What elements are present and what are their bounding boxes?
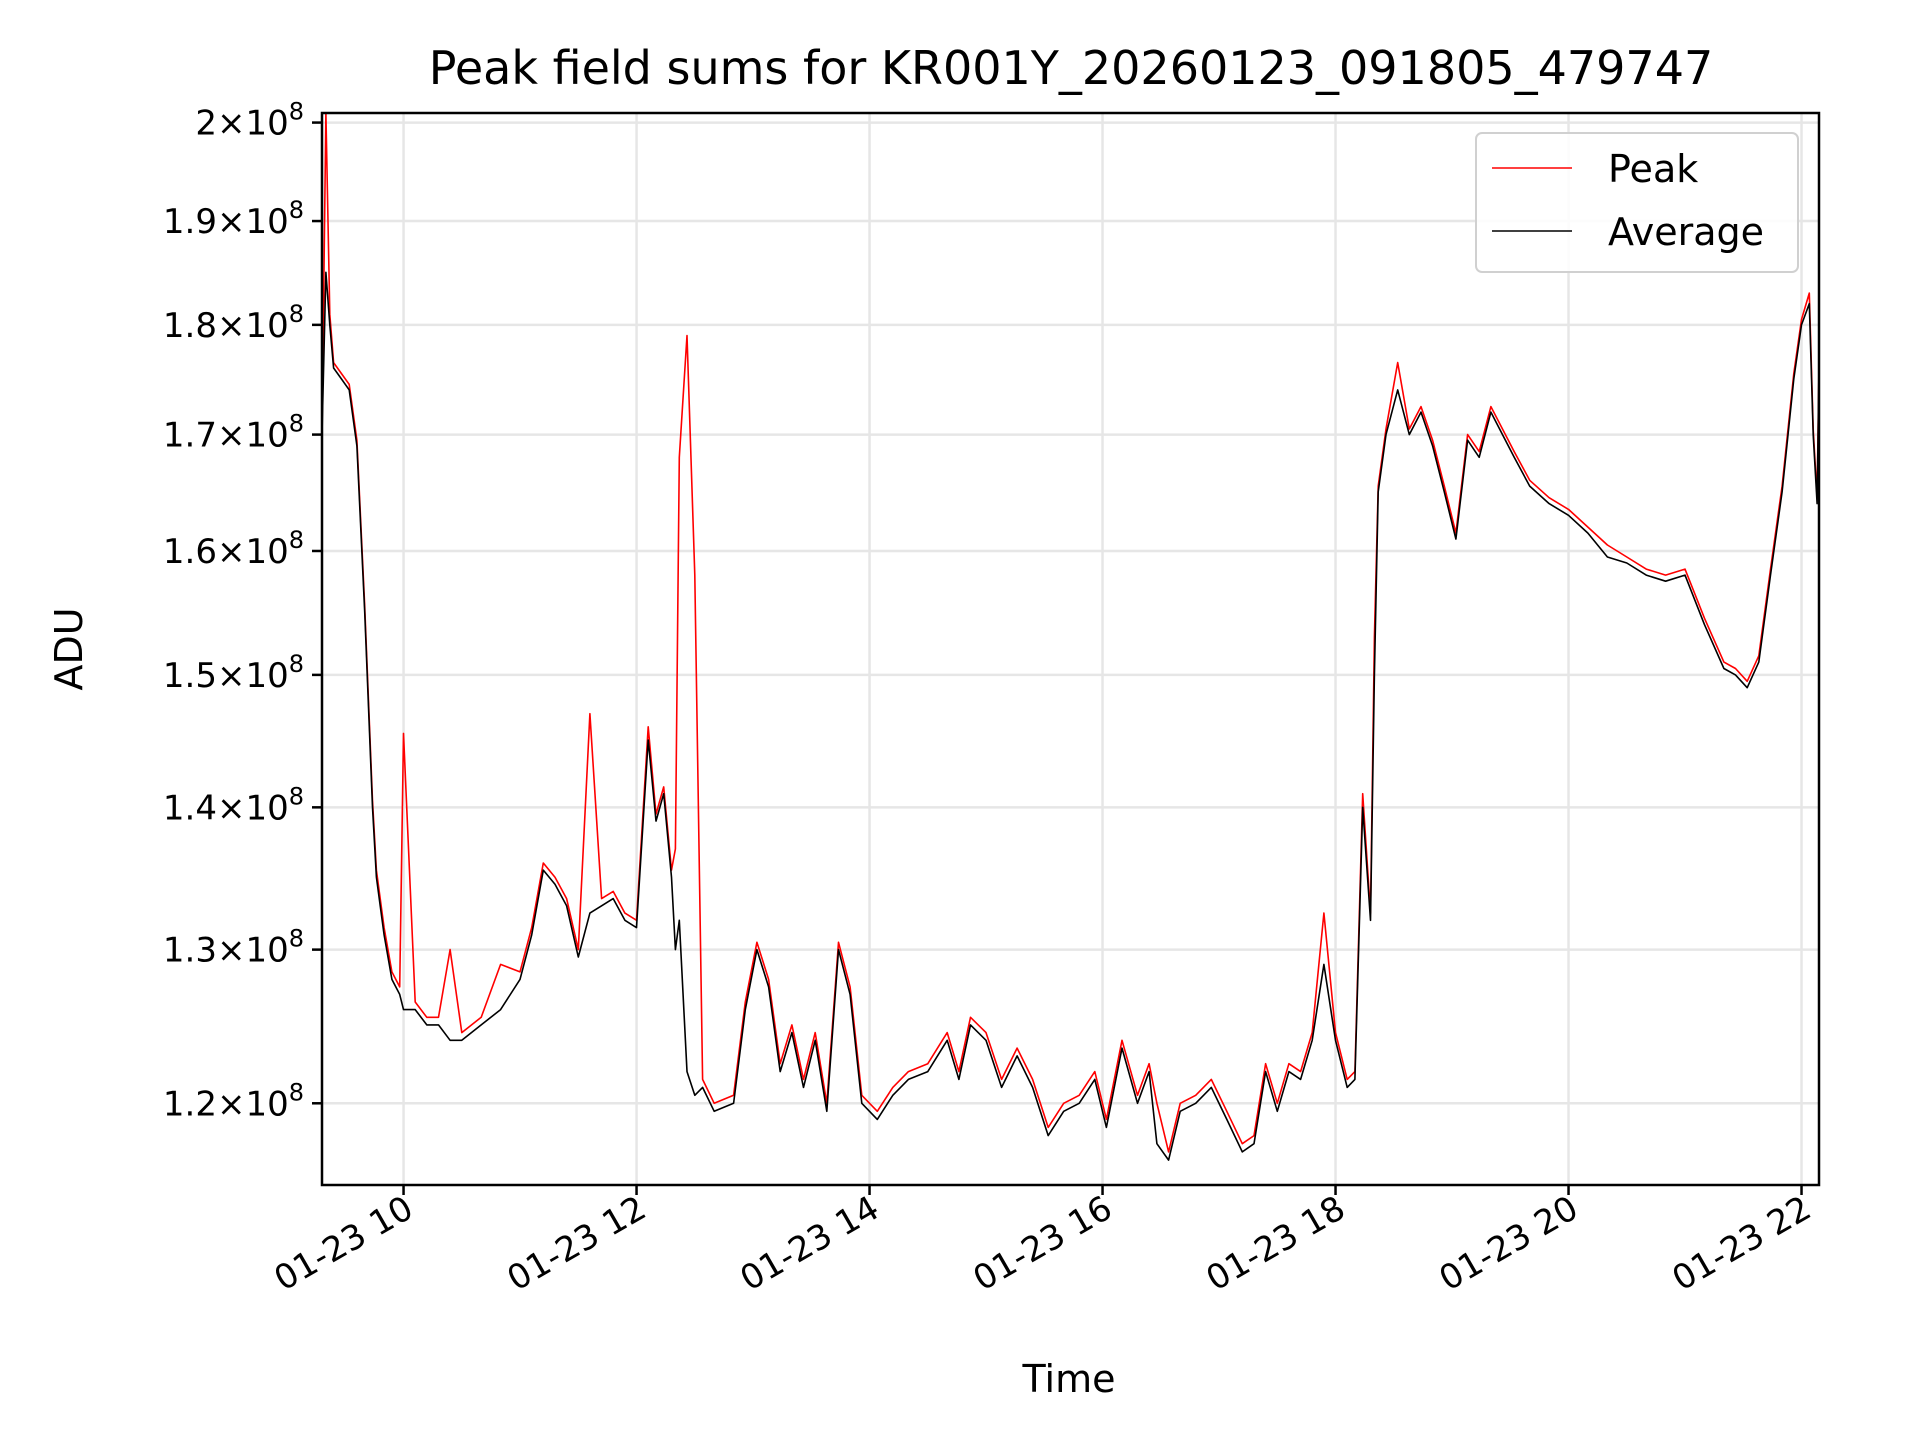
legend: Peak Average [1475,132,1799,273]
y-tick-label: 1.7×108 [163,410,304,456]
y-tick-label: 1.8×108 [163,300,304,346]
y-tick-label: 1.6×108 [163,526,304,572]
chart-title: Peak field sums for KR001Y_20260123_0918… [429,41,1713,95]
legend-label-peak: Peak [1608,147,1698,191]
y-tick-label: 1.9×108 [163,196,304,242]
y-tick-label: 1.4×108 [163,782,304,828]
y-tick-label: 1.3×108 [163,925,304,971]
series-layer [321,112,1820,1161]
y-tick-label: 1.5×108 [163,650,304,696]
series-line-average [321,271,1820,1161]
y-tick-label: 1.2×108 [163,1078,304,1124]
plot-frame [320,111,1821,1187]
y-axis-label: ADU [47,607,91,690]
series-line-peak [321,112,1820,1153]
y-tick-label: 2×108 [195,98,304,144]
legend-label-average: Average [1608,210,1764,254]
x-axis-label: Time [1022,1357,1116,1401]
grid-layer [322,113,1819,1185]
